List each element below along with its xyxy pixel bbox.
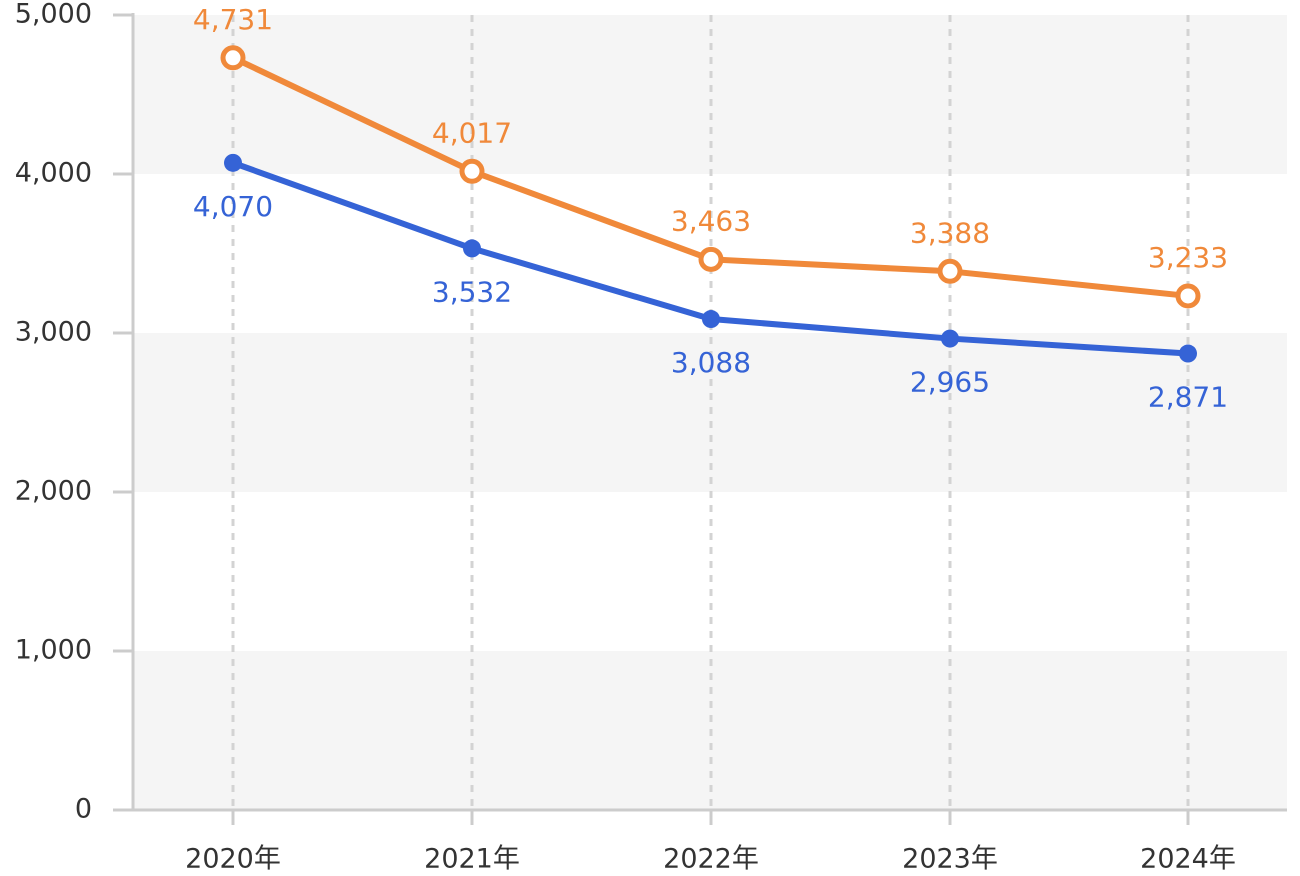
data-label: 3,532 [432, 275, 512, 308]
vertical-gridlines [231, 15, 1190, 810]
series-layer: 4,731 4,017 3,463 3,388 3,233 4,070 3,532 3,088… [193, 3, 1228, 414]
x-tick-label: 2024年 [1140, 844, 1236, 875]
data-label: 4,070 [193, 190, 273, 223]
data-point [463, 239, 481, 258]
data-point [698, 246, 724, 272]
y-axis-ticks: 0 1,000 2,000 3,000 4,000 5,000 [15, 0, 133, 825]
data-label: 3,233 [1148, 241, 1228, 274]
y-tick-label: 4,000 [15, 158, 92, 189]
data-label: 3,088 [671, 346, 751, 379]
data-point [1179, 344, 1197, 363]
axes [113, 13, 1287, 812]
y-tick-label: 1,000 [15, 635, 92, 666]
data-label: 4,731 [193, 3, 273, 36]
data-point [937, 258, 963, 284]
x-tick-label: 2021年 [424, 844, 520, 875]
data-label: 3,463 [671, 204, 751, 237]
grid-band [133, 492, 1287, 651]
y-tick-label: 5,000 [15, 0, 92, 30]
y-tick-label: 2,000 [15, 476, 92, 507]
data-point [459, 158, 485, 184]
data-point [220, 45, 246, 71]
y-tick-label: 3,000 [15, 317, 92, 348]
x-tick-label: 2022年 [663, 844, 759, 875]
x-tick-label: 2023年 [902, 844, 998, 875]
data-point [702, 310, 720, 329]
data-label: 2,965 [910, 366, 990, 399]
data-label: 3,388 [910, 216, 990, 249]
data-point [1175, 283, 1201, 309]
x-tick-label: 2020年 [185, 844, 281, 875]
y-tick-label: 0 [75, 794, 92, 825]
data-label: 2,871 [1148, 381, 1228, 414]
data-point [224, 153, 242, 172]
data-point [941, 329, 959, 348]
data-label: 4,017 [432, 116, 512, 149]
x-axis-ticks: 2020年 2021年 2022年 2023年 2024年 [185, 810, 1236, 875]
